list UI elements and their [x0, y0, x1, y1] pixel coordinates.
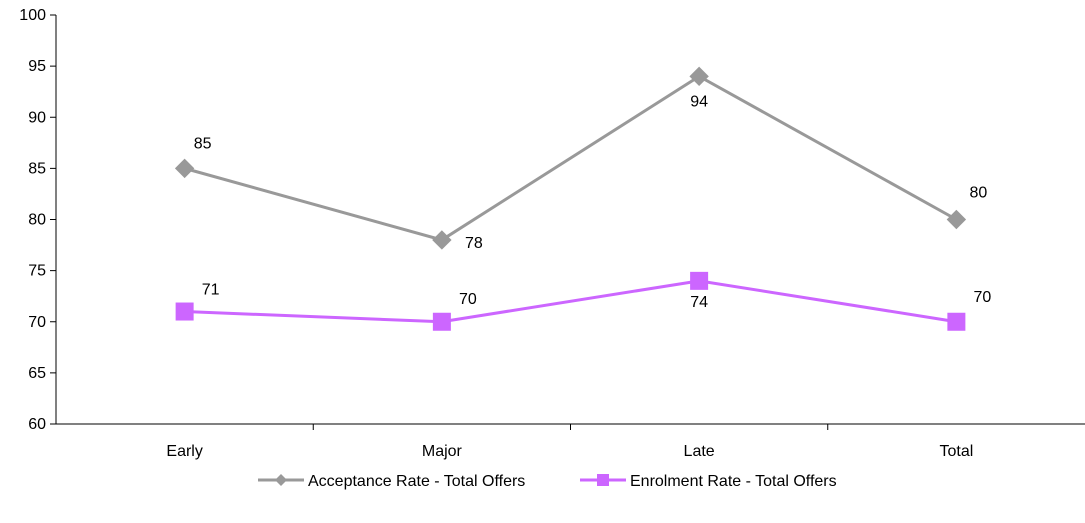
data-label: 85	[194, 135, 212, 152]
x-tick-label: Early	[166, 443, 202, 460]
y-tick-label: 100	[19, 7, 46, 24]
data-label: 78	[465, 235, 483, 252]
axes: 60 65 70 75 80 85 90 95 100 Early Major Late Total	[19, 7, 1085, 460]
data-point	[689, 66, 709, 87]
y-tick-label: 65	[28, 365, 46, 382]
series-layer	[174, 66, 967, 331]
data-point	[690, 271, 709, 290]
data-point	[432, 230, 452, 250]
y-tick-label: 70	[28, 314, 46, 331]
y-tick-label: 60	[28, 416, 46, 433]
legend-marker	[275, 474, 287, 486]
data-point	[947, 312, 966, 331]
data-label: 74	[690, 294, 708, 311]
y-tick-label: 75	[28, 263, 46, 280]
data-point	[175, 302, 194, 321]
legend-label: Enrolment Rate - Total Offers	[630, 473, 837, 490]
legend-item: Enrolment Rate - Total Offers	[580, 473, 837, 490]
x-tick-label: Major	[422, 443, 463, 460]
data-point	[946, 209, 967, 230]
data-point	[432, 312, 451, 331]
y-tick-label: 90	[28, 109, 46, 126]
data-label: 70	[459, 291, 477, 308]
data-label: 71	[202, 282, 220, 299]
data-label: 94	[690, 93, 708, 110]
series-1	[174, 66, 967, 250]
x-tick-label: Late	[684, 443, 715, 460]
y-tick-label: 85	[28, 160, 46, 177]
legend-marker	[597, 474, 609, 486]
legend-label: Acceptance Rate - Total Offers	[308, 473, 525, 490]
legend: Acceptance Rate - Total Offers Enrolment …	[258, 473, 837, 490]
data-labels: 85 78 94 80 71 70 74 70	[194, 93, 992, 311]
x-tick-label: Total	[939, 443, 973, 460]
data-label: 70	[973, 289, 991, 306]
data-label: 80	[969, 185, 987, 202]
y-tick-label: 95	[28, 58, 46, 75]
legend-item: Acceptance Rate - Total Offers	[258, 473, 525, 490]
series-line	[184, 74, 958, 242]
series-line	[184, 279, 957, 324]
data-point	[174, 158, 195, 179]
series-2	[175, 271, 966, 331]
y-tick-label: 80	[28, 212, 46, 229]
